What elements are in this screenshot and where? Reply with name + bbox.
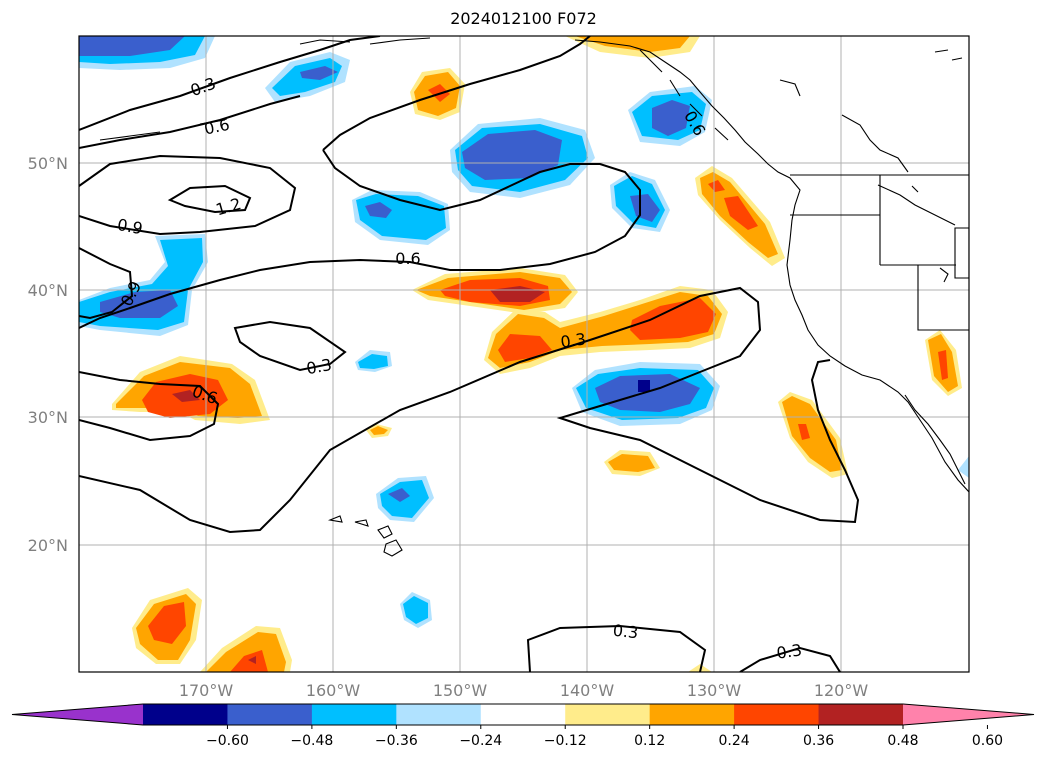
lon-tick-label: 130°W [687,681,742,700]
colorbar-tick-label: −0.60 [206,733,249,749]
colorbar-segment [480,704,566,725]
contour-label: 0.3 [305,355,333,378]
colorbar: −0.60 −0.48 −0.36 −0.24 −0.12 0.12 0.24 0.36 0.4… [11,703,1035,749]
contour-label: 0.9 [116,215,144,238]
map-area: 0.3 0.6 1.2 0.9 0.6 0.9 0.3 0.6 0.3 0.3 … [79,36,969,672]
colorbar-extend-low [12,704,143,725]
lat-tick-labels: 50°N 40°N 30°N 20°N [28,154,68,555]
colorbar-segment [311,704,397,725]
colorbar-segment [143,704,228,725]
colorbar-tick-label: −0.12 [544,733,587,749]
colorbar-segment [396,704,482,725]
colorbar-outline [11,703,1035,726]
contour-label: 0.3 [559,329,587,351]
contour-label: 0.6 [202,115,231,139]
contour-label: 0.3 [612,621,639,643]
colorbar-segment [227,704,313,725]
colorbar-extend-high [903,704,1034,725]
colorbar-segment [734,704,820,725]
lon-tick-label: 150°W [433,681,488,700]
colorbar-tick-label: −0.24 [459,733,502,749]
lat-tick-label: 50°N [28,154,68,173]
contour-label: 0.6 [395,249,420,268]
lon-tick-label: 120°W [814,681,869,700]
colorbar-segment [818,704,904,725]
colorbar-segment [649,704,735,725]
colorbar-segment [565,704,651,725]
contour-lines [79,36,860,672]
negative-anomaly-shading [79,36,969,628]
lat-tick-label: 40°N [28,281,68,300]
colorbar-tick-label: 0.48 [887,733,918,749]
positive-anomaly-shading [112,36,962,672]
lon-tick-labels: 170°W 160°W 150°W 140°W 130°W 120°W [179,681,869,700]
coastlines [99,37,969,557]
contour-label: 0.3 [775,640,803,662]
lat-tick-label: 20°N [28,536,68,555]
colorbar-tick-label: 0.24 [719,733,750,749]
lon-tick-label: 140°W [560,681,615,700]
colorbar-tick-label: −0.48 [290,733,333,749]
lat-tick-label: 30°N [28,408,68,427]
lon-tick-label: 160°W [306,681,361,700]
colorbar-tick-label: 0.36 [803,733,834,749]
colorbar-tick-label: 0.12 [634,733,665,749]
colorbar-tick-label: 0.60 [972,733,1003,749]
map-title: 2024012100 F072 [450,9,597,28]
map-frame [78,35,970,673]
lon-tick-label: 170°W [179,681,234,700]
colorbar-tick-label: −0.36 [375,733,418,749]
